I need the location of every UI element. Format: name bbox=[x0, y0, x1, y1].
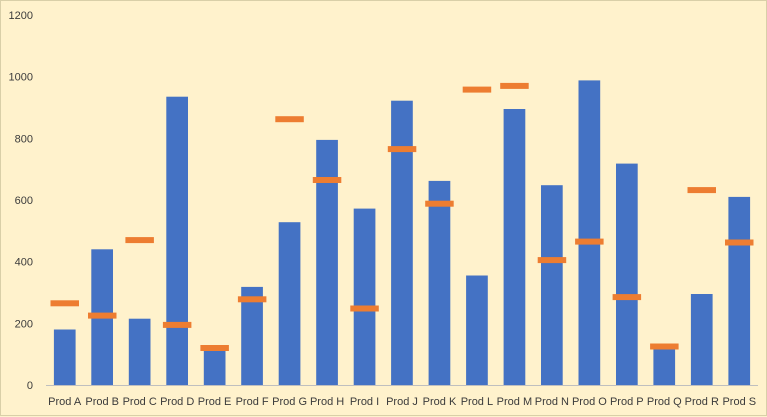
x-tick-label: Prod Q bbox=[647, 396, 682, 408]
bar-prod-c bbox=[128, 318, 151, 385]
x-tick-label: Prod B bbox=[85, 396, 119, 408]
y-tick-label: 1000 bbox=[9, 72, 33, 84]
target-marker-prod-a bbox=[50, 300, 79, 307]
bar-prod-l bbox=[466, 275, 488, 385]
target-marker-prod-b bbox=[88, 312, 117, 319]
x-tick-label: Prod J bbox=[386, 396, 418, 408]
bar-prod-m bbox=[503, 109, 526, 385]
x-tick-label: Prod D bbox=[160, 396, 194, 408]
y-axis-tick-labels: 0 200 400 600 800 1000 1200 bbox=[9, 10, 33, 392]
bar-prod-i bbox=[353, 208, 376, 385]
x-tick-label: Prod N bbox=[535, 396, 569, 408]
bar-prod-h bbox=[316, 139, 338, 385]
x-tick-label: Prod F bbox=[236, 396, 269, 408]
bar-prod-a bbox=[53, 329, 76, 385]
target-marker-prod-m bbox=[500, 82, 529, 89]
y-tick-label: 400 bbox=[15, 257, 33, 269]
x-tick-label: Prod E bbox=[198, 396, 232, 408]
target-marker-prod-p bbox=[612, 294, 642, 301]
bar-prod-k bbox=[428, 180, 451, 385]
bar-prod-r bbox=[690, 294, 713, 385]
bar-prod-f bbox=[241, 286, 263, 385]
target-marker-prod-q bbox=[650, 343, 679, 350]
bar-prod-e bbox=[203, 346, 226, 385]
x-tick-label: Prod P bbox=[610, 396, 644, 408]
x-tick-label: Prod H bbox=[310, 396, 344, 408]
x-tick-label: Prod O bbox=[572, 396, 607, 408]
target-marker-prod-r bbox=[687, 187, 716, 194]
y-tick-label: 800 bbox=[15, 133, 33, 145]
x-tick-label: Prod G bbox=[272, 396, 307, 408]
x-tick-label: Prod M bbox=[497, 396, 532, 408]
bar-prod-j bbox=[391, 100, 413, 385]
target-marker-prod-d bbox=[162, 321, 192, 328]
target-marker-prod-k bbox=[425, 200, 454, 207]
x-tick-label: Prod C bbox=[123, 396, 157, 408]
target-marker-prod-n bbox=[537, 257, 567, 264]
bar-prod-d bbox=[166, 96, 188, 385]
x-tick-label: Prod R bbox=[685, 396, 719, 408]
bar-series bbox=[53, 80, 751, 386]
target-marker-prod-e bbox=[200, 345, 229, 351]
x-tick-label: Prod K bbox=[423, 396, 457, 408]
target-marker-prod-h bbox=[312, 177, 342, 183]
target-marker-prod-s bbox=[725, 239, 754, 246]
y-tick-label: 0 bbox=[27, 380, 33, 392]
x-tick-label: Prod L bbox=[461, 396, 493, 408]
target-marker-prod-j bbox=[387, 146, 417, 153]
x-tick-label: Prod A bbox=[48, 396, 82, 408]
y-tick-label: 600 bbox=[15, 195, 33, 207]
x-axis-tick-labels: Prod A Prod B Prod C Prod D Prod E Prod F Prod… bbox=[48, 396, 756, 408]
y-tick-label: 200 bbox=[15, 318, 33, 330]
target-marker-prod-c bbox=[125, 237, 154, 244]
x-tick-label: Prod S bbox=[722, 396, 756, 408]
bar-prod-n bbox=[541, 185, 563, 385]
target-marker-prod-l bbox=[462, 86, 492, 93]
target-marker-prod-i bbox=[350, 305, 379, 312]
bar-prod-q bbox=[653, 346, 676, 385]
target-marker-prod-f bbox=[237, 296, 267, 303]
bar-prod-s bbox=[728, 196, 751, 385]
bar-prod-g bbox=[278, 222, 301, 385]
bar-prod-p bbox=[616, 163, 638, 385]
x-tick-label: Prod I bbox=[350, 396, 379, 408]
target-marker-prod-o bbox=[575, 238, 604, 245]
y-tick-label: 1200 bbox=[9, 10, 33, 22]
target-marker-series bbox=[50, 82, 754, 351]
bar-prod-o bbox=[578, 80, 601, 386]
target-marker-prod-g bbox=[275, 116, 304, 123]
